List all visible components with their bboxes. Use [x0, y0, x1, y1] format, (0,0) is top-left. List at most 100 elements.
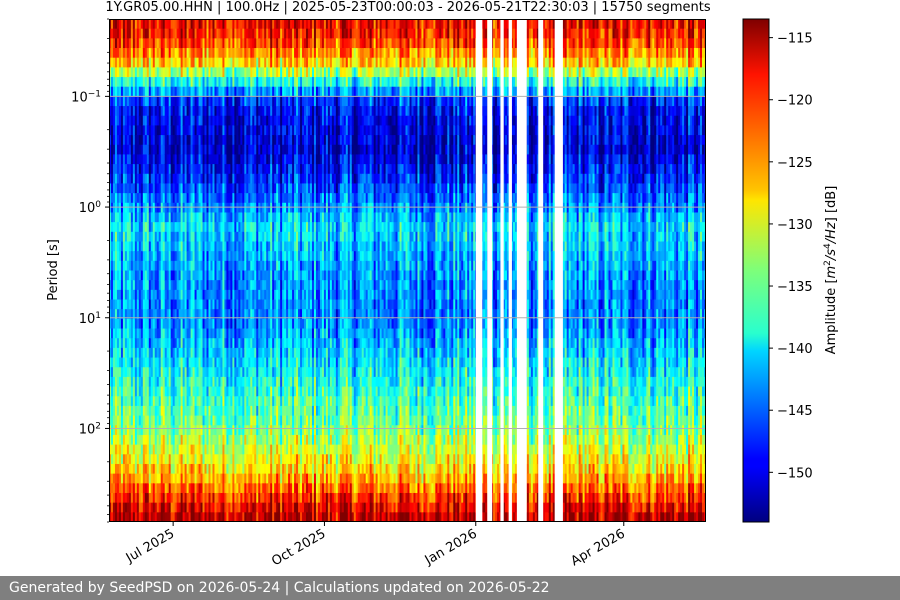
heatmap-cell: [134, 260, 138, 272]
heatmap-cell: [274, 454, 277, 465]
heatmap-cell: [196, 115, 200, 126]
heatmap-cell: [248, 473, 251, 484]
heatmap-cell: [122, 19, 126, 30]
heatmap-cell: [258, 280, 261, 291]
heatmap-cell: [250, 309, 253, 320]
heatmap-cell: [218, 106, 222, 117]
heatmap-cell: [216, 483, 220, 494]
heatmap-cell: [226, 289, 229, 301]
heatmap-cell: [130, 241, 134, 252]
heatmap-cell: [238, 164, 241, 175]
heatmap-cell: [186, 231, 190, 243]
heatmap-cell: [258, 28, 261, 39]
heatmap-cell: [172, 299, 176, 310]
heatmap-cell: [186, 502, 190, 513]
heatmap-cell: [168, 86, 172, 97]
heatmap-cell: [264, 289, 267, 301]
heatmap-cell: [174, 144, 178, 156]
heatmap-cell: [230, 473, 233, 484]
heatmap-cell: [296, 48, 299, 59]
heatmap-cell: [134, 135, 138, 146]
heatmap-cell: [228, 212, 231, 223]
heatmap-cell: [178, 57, 182, 68]
heatmap-cell: [126, 241, 130, 252]
heatmap-cell: [148, 434, 152, 446]
heatmap-cell: [176, 193, 180, 204]
heatmap-cell: [176, 299, 180, 310]
heatmap-cell: [126, 454, 130, 465]
heatmap-cell: [134, 212, 138, 223]
heatmap-cell: [250, 144, 253, 156]
heatmap-cell: [134, 19, 138, 30]
heatmap-cell: [254, 19, 257, 30]
heatmap-cell: [198, 463, 202, 475]
heatmap-cell: [258, 425, 261, 436]
heatmap-cell: [174, 386, 178, 397]
heatmap-cell: [134, 38, 138, 49]
heatmap-cell: [190, 386, 194, 397]
heatmap-cell: [238, 222, 241, 233]
heatmap-cell: [138, 57, 142, 68]
heatmap-cell: [290, 193, 293, 204]
heatmap-cell: [150, 444, 154, 455]
heatmap-cell: [172, 396, 176, 407]
heatmap-cell: [230, 270, 233, 281]
heatmap-cell: [202, 173, 206, 185]
heatmap-cell: [144, 231, 148, 243]
heatmap-cell: [114, 309, 118, 320]
heatmap-cell: [222, 502, 226, 513]
heatmap-cell: [268, 357, 271, 368]
heatmap-cell: [240, 38, 243, 49]
heatmap-cell: [202, 48, 206, 59]
heatmap-cell: [148, 512, 152, 522]
heatmap-cell: [112, 19, 116, 30]
heatmap-cell: [140, 106, 144, 117]
heatmap-cell: [200, 260, 204, 272]
heatmap-cell: [136, 502, 140, 513]
heatmap-cell: [178, 492, 182, 504]
heatmap-cell: [220, 318, 224, 330]
heatmap-cell: [282, 376, 285, 388]
heatmap-cell: [278, 125, 281, 136]
heatmap-cell: [116, 415, 120, 426]
heatmap-cell: [270, 106, 273, 117]
heatmap-cell: [112, 415, 116, 426]
heatmap-cell: [242, 289, 245, 301]
heatmap-cell: [154, 328, 158, 339]
heatmap-cell: [112, 483, 116, 494]
heatmap-cell: [200, 96, 204, 107]
heatmap-cell: [146, 28, 150, 39]
heatmap-cell: [284, 125, 287, 136]
heatmap-cell: [246, 502, 249, 513]
heatmap-cell: [230, 463, 233, 475]
heatmap-cell: [162, 154, 166, 165]
heatmap-cell: [158, 309, 162, 320]
heatmap-cell: [234, 425, 237, 436]
heatmap-cell: [226, 396, 229, 407]
heatmap-cell: [168, 183, 172, 194]
heatmap-cell: [186, 512, 190, 522]
heatmap-cell: [190, 270, 194, 281]
heatmap-cell: [214, 396, 218, 407]
heatmap-cell: [252, 19, 255, 30]
heatmap-cell: [266, 115, 269, 126]
heatmap-cell: [170, 444, 174, 455]
heatmap-cell: [246, 396, 249, 407]
heatmap-cell: [260, 318, 263, 330]
heatmap-cell: [226, 367, 229, 378]
heatmap-cell: [150, 270, 154, 281]
heatmap-cell: [268, 396, 271, 407]
heatmap-cell: [274, 463, 277, 475]
heatmap-cell: [258, 57, 261, 68]
heatmap-cell: [146, 173, 150, 185]
heatmap-cell: [208, 347, 212, 359]
heatmap-cell: [138, 270, 142, 281]
heatmap-cell: [288, 309, 291, 320]
heatmap-cell: [150, 154, 154, 165]
heatmap-cell: [164, 502, 168, 513]
heatmap-cell: [236, 48, 239, 59]
heatmap-cell: [122, 386, 126, 397]
heatmap-cell: [282, 154, 285, 165]
heatmap-cell: [112, 125, 116, 136]
heatmap-cell: [188, 483, 192, 494]
